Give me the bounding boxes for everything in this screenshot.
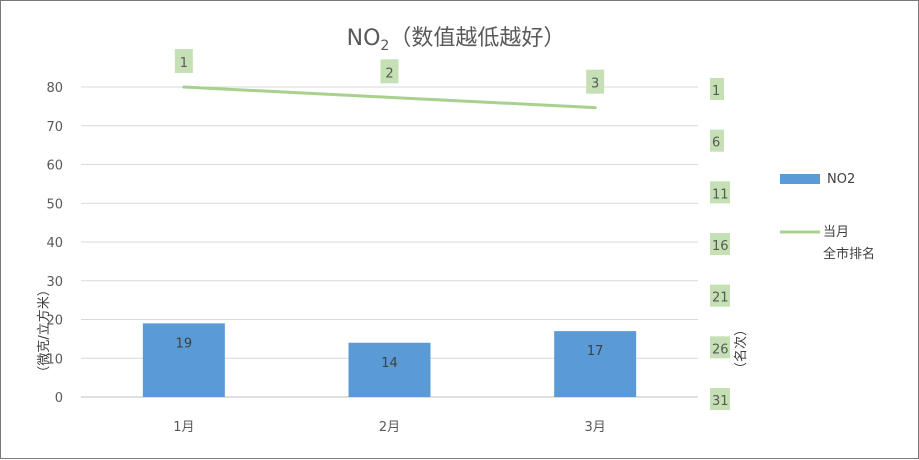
category-label: 3月 (585, 420, 606, 435)
category-label: 2月 (379, 420, 400, 435)
right-tick-label-box (710, 181, 730, 204)
left-tick-label: 50 (46, 197, 63, 212)
left-tick-label: 40 (46, 236, 63, 251)
right-tick-label: 16 (712, 239, 729, 254)
bar-data-label: 14 (381, 356, 398, 371)
right-tick-label: 6 (712, 136, 720, 151)
right-tick-label: 31 (712, 394, 729, 409)
right-tick-label: 1 (712, 84, 720, 99)
rank-data-label-box (380, 59, 399, 84)
left-tick-label: 20 (46, 314, 63, 329)
left-tick-label: 30 (46, 275, 63, 290)
left-tick-label: 60 (46, 159, 63, 174)
bar (348, 342, 431, 397)
bar-data-label: 17 (587, 344, 604, 359)
left-tick-label: 70 (46, 120, 63, 135)
legend-label-rank-line1: 当月 (823, 225, 849, 240)
chart-title: NO2（数值越低越好） (347, 26, 566, 54)
right-tick-label-box (710, 388, 730, 410)
rank-data-label-box (174, 49, 193, 73)
rank-line-series: 1 2 3 (174, 49, 605, 110)
right-axis-label: （名次） (733, 323, 749, 375)
bar (554, 331, 637, 397)
rank-data-label: 1 (180, 56, 188, 71)
right-tick-label-box (710, 336, 730, 359)
left-axis-ticks: 0 10 20 30 40 50 60 70 80 (46, 81, 63, 406)
legend-label-no2: NO2 (827, 172, 855, 187)
rank-data-label: 2 (385, 66, 393, 81)
bar (142, 323, 225, 397)
right-tick-label-box (710, 129, 724, 152)
left-tick-label: 0 (55, 391, 63, 406)
legend-label-rank-line2: 全市排名 (823, 246, 875, 262)
rank-line (182, 85, 597, 110)
right-tick-label-box (710, 284, 730, 307)
legend-swatch-no2 (780, 174, 820, 184)
left-tick-label: 10 (46, 352, 63, 367)
right-tick-label: 26 (712, 342, 729, 357)
right-tick-label: 21 (712, 291, 729, 306)
category-label: 1月 (173, 420, 194, 435)
right-tick-label-box (710, 233, 730, 255)
right-tick-label: 11 (712, 187, 729, 202)
left-axis-label: （微克/立方米） (36, 283, 52, 378)
right-tick-label-box (710, 78, 724, 100)
legend: NO2 当月 全市排名 (780, 172, 875, 262)
bar-data-label: 19 (176, 336, 193, 351)
category-axis: 1月 2月 3月 (173, 420, 606, 435)
rank-data-label-box (586, 69, 605, 94)
bar-series: 19 14 17 (142, 323, 637, 397)
left-tick-label: 80 (46, 81, 63, 96)
rank-data-label: 3 (591, 77, 599, 92)
